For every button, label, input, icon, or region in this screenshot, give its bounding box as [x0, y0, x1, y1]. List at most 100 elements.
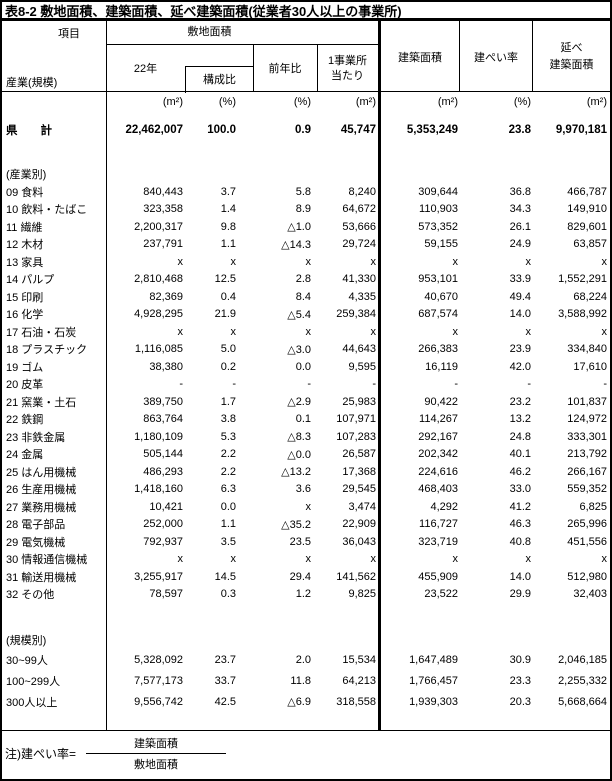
- data-cell: 23.9: [509, 343, 531, 356]
- data-cell: 59,155: [424, 238, 458, 251]
- data-cell: -: [372, 378, 376, 391]
- unit-cell: (%): [513, 95, 531, 108]
- data-cell: 78,597: [149, 588, 183, 601]
- data-cell: △8.3: [287, 431, 311, 444]
- data-cell: 202,342: [418, 448, 458, 461]
- header-col-coverage-ratio: 建ぺい率: [460, 21, 533, 92]
- data-cell: x: [305, 500, 312, 513]
- data-cell: 25,983: [342, 395, 376, 408]
- data-cell: 101,837: [567, 395, 607, 408]
- table-row: 300人以上 9,556,742 42.5 △6.9 318,558 1,939,303 2…: [2, 691, 610, 712]
- data-cell: 266,167: [567, 465, 607, 478]
- header-col-total-floor-line2: 建築面積: [549, 58, 594, 71]
- data-cell: x: [305, 325, 312, 338]
- data-cell: 829,601: [567, 220, 607, 233]
- data-cell: △5.4: [287, 308, 311, 321]
- row-label: 100~299人: [6, 675, 61, 688]
- data-cell: 266,383: [418, 343, 458, 356]
- data-cell: 1,180,109: [134, 430, 183, 443]
- data-cell: 7,577,173: [134, 674, 183, 687]
- data-cell: 23.3: [509, 674, 531, 687]
- data-cell: 1,552,291: [558, 273, 607, 286]
- data-cell: 14.5: [214, 570, 236, 583]
- data-cell: 32,403: [573, 588, 607, 601]
- data-cell: 33.7: [214, 674, 236, 687]
- row-label: 18 プラスチック: [6, 344, 88, 357]
- data-cell: 29.9: [509, 588, 531, 601]
- row-label: 20 皮革: [6, 379, 44, 392]
- data-cell: 1.1: [220, 238, 236, 251]
- data-cell: △6.9: [287, 696, 311, 708]
- data-cell: x: [601, 553, 608, 566]
- table-row: 21 窯業・土石 389,750 1.7 △2.9 25,983 90,422 23.2 10…: [2, 393, 610, 411]
- data-cell: △2.9: [287, 396, 311, 409]
- data-cell: 33.0: [509, 483, 531, 496]
- data-cell: 21.9: [214, 308, 236, 321]
- data-cell: x: [370, 255, 377, 268]
- data-cell: 224,616: [418, 465, 458, 478]
- data-cell: 0.2: [220, 360, 236, 373]
- data-cell: 6,825: [579, 500, 607, 513]
- table-row: 25 はん用機械 486,293 2.2 △13.2 17,368 224,616 46.2…: [2, 463, 610, 481]
- data-cell: 451,556: [567, 535, 607, 548]
- data-cell: 318,558: [336, 695, 376, 708]
- header-col-building-area: 建築面積: [381, 21, 460, 92]
- table-row: 32 その他 78,597 0.3 1.2 9,825 23,522 29.9 32,403: [2, 586, 610, 604]
- data-cell: -: [603, 378, 607, 391]
- table-row: 100~299人 7,577,173 33.7 11.8 64,213 1,766,457…: [2, 670, 610, 691]
- data-cell: 323,358: [143, 203, 183, 216]
- data-cell: 49.4: [509, 290, 531, 303]
- data-cell: △0.0: [287, 448, 311, 461]
- data-cell: 9,556,742: [134, 695, 183, 708]
- section-heading-industry: (産業別): [6, 169, 47, 181]
- data-cell: 1,939,303: [409, 695, 458, 708]
- data-cell: 466,787: [567, 185, 607, 198]
- data-cell: 36,043: [342, 535, 376, 548]
- row-label: 14 パルプ: [6, 274, 55, 287]
- header-col-per-line1: 1事業所: [327, 55, 368, 68]
- data-cell: x: [305, 553, 312, 566]
- data-cell: 213,792: [567, 448, 607, 461]
- data-cell: 110,903: [419, 203, 458, 216]
- data-cell: 1.4: [220, 203, 236, 216]
- table-row: 31 輸送用機械 3,255,917 14.5 29.4 141,562 455,909 1…: [2, 568, 610, 586]
- data-cell: 23.2: [509, 395, 531, 408]
- data-cell: x: [601, 255, 608, 268]
- data-cell: 2.2: [220, 448, 236, 461]
- table-row: 15 印刷 82,369 0.4 8.4 4,335 40,670 49.4 68,224: [2, 288, 610, 306]
- row-label: 23 非鉄金属: [6, 431, 66, 444]
- data-cell: 792,937: [143, 535, 183, 548]
- label-column-divider: [106, 21, 107, 730]
- header-item-label: 項目: [58, 28, 80, 40]
- row-label: 27 業務用機械: [6, 501, 77, 514]
- header-col-composition: 構成比: [185, 66, 253, 93]
- row-label: 26 生産用機械: [6, 484, 77, 497]
- table-row: 30~99人 5,328,092 23.7 2.0 15,534 1,647,489 30.…: [2, 649, 610, 670]
- data-cell: 8,240: [348, 185, 376, 198]
- data-cell: x: [452, 325, 459, 338]
- table-row: 20 皮革 - - - - - - -: [2, 376, 610, 394]
- table-row: 11 繊維 2,200,317 9.8 △1.0 53,666 573,352 26.1 82…: [2, 218, 610, 236]
- footnote-prefix: 注)建ぺい率=: [5, 747, 77, 761]
- data-cell: 46.3: [509, 518, 531, 531]
- data-cell: 0.0: [295, 360, 311, 373]
- data-cell: 265,996: [567, 518, 607, 531]
- table-row: 29 電気機械 792,937 3.5 23.5 36,043 323,719 40.8 45…: [2, 533, 610, 551]
- data-cell: x: [177, 325, 184, 338]
- row-label: 10 飲料・たばこ: [6, 204, 88, 217]
- row-label: 31 輸送用機械: [6, 571, 77, 584]
- header-row-axis-label: 産業(規模): [6, 77, 58, 89]
- row-label: 24 金属: [6, 449, 44, 462]
- data-cell: 863,764: [143, 413, 183, 426]
- data-cell: 46.2: [509, 465, 531, 478]
- data-cell: 30.9: [509, 653, 531, 666]
- data-cell: 36.8: [509, 185, 531, 198]
- data-cell: 3.8: [220, 413, 236, 426]
- data-cell: 389,750: [143, 395, 183, 408]
- data-cell: 9,825: [348, 588, 376, 601]
- header-col-per-line2: 当たり: [331, 70, 364, 82]
- header-col-per-establishment: 1事業所 当たり: [317, 45, 378, 93]
- row-label: 25 はん用機械: [6, 466, 77, 479]
- table-row: 28 電子部品 252,000 1.1 △35.2 22,909 116,727 46.3 2…: [2, 516, 610, 534]
- data-cell: 2.8: [295, 273, 311, 286]
